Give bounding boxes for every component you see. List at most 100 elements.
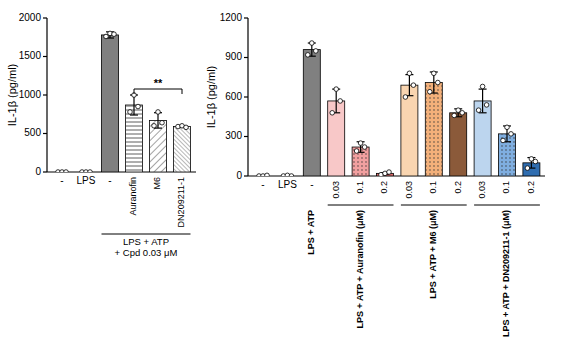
- y-tick: [43, 171, 47, 172]
- figure: 0500100015002000IL-1β (pg/ml)-LPS-Aurano…: [0, 0, 585, 342]
- y-tick: [244, 57, 248, 58]
- x-tick-label: -: [310, 179, 313, 190]
- bar: [150, 120, 167, 172]
- x-tick-label: -: [60, 175, 63, 186]
- y-tick: [244, 175, 248, 176]
- x-tick-label: 0.2: [453, 181, 463, 194]
- y-tick: [43, 17, 47, 18]
- point: [104, 34, 109, 39]
- x-tick-label: LPS: [77, 175, 96, 186]
- point: [354, 149, 359, 154]
- bar: [425, 83, 442, 176]
- point: [88, 170, 93, 172]
- bar: [126, 105, 143, 172]
- x-tick-label: Auranofin: [128, 177, 138, 216]
- point: [358, 141, 363, 146]
- x-tick-label: 0.1: [428, 181, 438, 194]
- point: [432, 71, 437, 76]
- point: [362, 145, 367, 150]
- x-tick-label: 0.1: [501, 181, 511, 194]
- point: [387, 170, 392, 175]
- panel: 0500100015002000IL-1β (pg/ml)-LPS-Aurano…: [6, 12, 196, 258]
- point: [501, 138, 506, 143]
- y-tick-label: 0: [35, 166, 41, 177]
- error-line: [482, 89, 483, 113]
- x-tick-label: 0.03: [404, 181, 414, 199]
- x-tick-label: 0.2: [379, 181, 389, 194]
- group-label: LPS + ATP + DN209211-1 (μM): [501, 210, 511, 337]
- point: [136, 104, 141, 109]
- point: [407, 71, 412, 76]
- bar: [303, 50, 320, 176]
- group-label: LPS + ATP + M6 (μM): [428, 210, 438, 299]
- group-label: LPS + ATP: [306, 210, 316, 255]
- y-tick-label: 2000: [19, 12, 42, 23]
- group-label: LPS + ATP + Auranofin (μM): [355, 210, 365, 329]
- point: [480, 84, 485, 89]
- marks: [56, 31, 191, 172]
- bar: [102, 35, 119, 172]
- point: [306, 53, 311, 58]
- bar-pattern: [425, 83, 442, 176]
- bar-pattern: [126, 105, 143, 172]
- group-line: [474, 205, 540, 206]
- group-label: LPS + ATP: [123, 236, 169, 247]
- y-tick-label: 500: [24, 127, 41, 138]
- point: [64, 170, 69, 172]
- point: [265, 173, 270, 176]
- point: [289, 174, 294, 176]
- y-tick-label: 1500: [19, 50, 42, 61]
- y-tick: [43, 133, 47, 134]
- y-tick-label: 600: [225, 91, 242, 102]
- panel: 03006009001200IL-1β (pg/ml)-LPS-0.030.10…: [205, 12, 545, 337]
- error-line: [336, 89, 337, 113]
- point: [411, 83, 416, 88]
- point: [152, 124, 157, 129]
- y-tick: [43, 94, 47, 95]
- x-tick-label: -: [108, 175, 111, 186]
- y-tick: [244, 17, 248, 18]
- x-tick-label: 0.03: [331, 181, 341, 199]
- y-tick: [244, 96, 248, 97]
- point: [533, 159, 538, 164]
- point: [484, 103, 489, 108]
- marks: [257, 41, 540, 176]
- bar: [450, 113, 467, 176]
- error-line: [409, 75, 410, 96]
- point: [156, 110, 161, 115]
- x-tick-label: 0.2: [526, 181, 536, 194]
- bar: [401, 85, 418, 176]
- error-cap: [130, 114, 138, 115]
- y-tick-label: 900: [225, 51, 242, 62]
- error-line: [157, 113, 158, 128]
- y-tick: [43, 56, 47, 57]
- bar: [174, 127, 191, 172]
- group-line: [328, 205, 394, 206]
- point: [436, 80, 441, 85]
- y-tick-label: 0: [236, 170, 242, 181]
- bar: [474, 101, 491, 176]
- point: [184, 125, 189, 130]
- y-axis-label: IL-1β (pg/ml): [205, 66, 217, 129]
- point: [460, 111, 465, 116]
- significance-label: **: [154, 77, 163, 89]
- point: [314, 49, 319, 54]
- y-tick-label: 1200: [220, 12, 243, 23]
- x-tick-label: 0.1: [355, 181, 365, 194]
- point: [525, 166, 530, 171]
- y-axis-label: IL-1β (pg/ml): [6, 64, 18, 127]
- point: [334, 87, 339, 92]
- group-line: [401, 205, 467, 206]
- x-tick-label: 0.03: [477, 181, 487, 199]
- x-tick-label: LPS: [278, 179, 297, 190]
- y-tick-label: 300: [225, 130, 242, 141]
- point: [428, 89, 433, 94]
- significance-bracket: [134, 89, 182, 94]
- group-label: + Cpd 0.03 μM: [115, 247, 178, 258]
- bar: [328, 101, 345, 176]
- point: [112, 32, 117, 37]
- point: [476, 108, 481, 113]
- x-tick-label: M6: [152, 177, 162, 190]
- bar-pattern: [150, 120, 167, 172]
- y-tick: [244, 136, 248, 137]
